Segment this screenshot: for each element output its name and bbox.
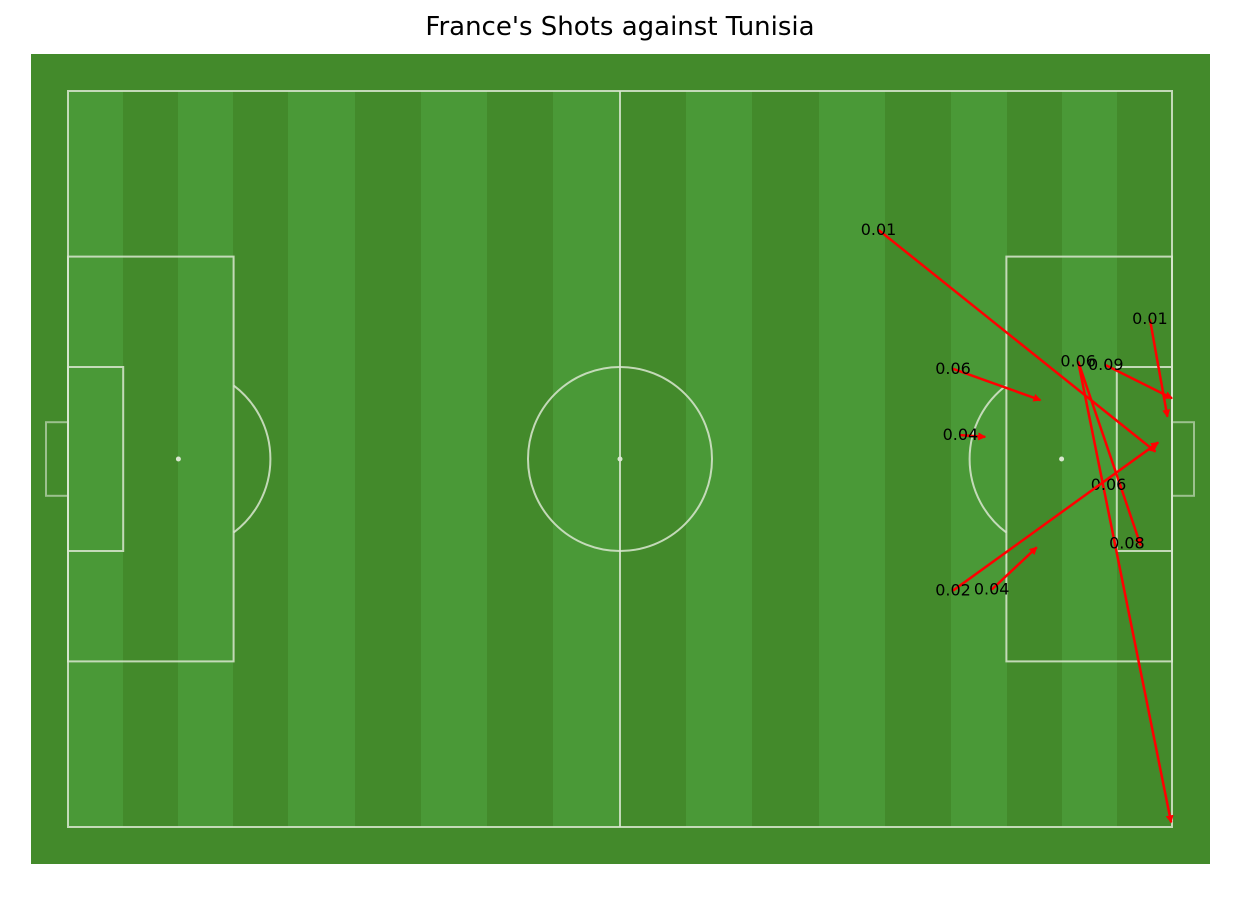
left-goal <box>45 421 69 497</box>
pitch-stripe <box>68 91 123 827</box>
right-penalty-arc <box>968 384 1008 534</box>
shot-xg-label: 0.04 <box>943 425 979 444</box>
shot-xg-label: 0.09 <box>1088 355 1124 374</box>
right-goal <box>1171 421 1195 497</box>
shot-arrow <box>952 367 1042 402</box>
shot-xg-label: 0.04 <box>974 580 1010 599</box>
right-penalty-spot <box>1059 456 1065 462</box>
shot-xg-label: 0.06 <box>1060 351 1096 370</box>
pitch-stripe <box>288 91 355 827</box>
shot-xg-label: 0.06 <box>1091 475 1127 494</box>
shot-arrow <box>877 228 1157 453</box>
shot-xg-label: 0.08 <box>1109 534 1145 553</box>
pitch-stripe <box>553 91 620 827</box>
pitch-stripe <box>819 91 885 827</box>
pitch-stripe <box>686 91 752 827</box>
pitch-stripe <box>1062 91 1117 827</box>
shot-arrow <box>1148 318 1171 418</box>
shot-xg-label: 0.01 <box>1132 309 1168 328</box>
left-penalty-spot <box>175 456 181 462</box>
shot-xg-label: 0.01 <box>861 220 897 239</box>
pitch-stripe <box>951 91 1007 827</box>
shot-arrow <box>990 546 1038 591</box>
shots-layer: 0.010.010.06 0.060.090.040.060.080.02 0.04 <box>861 220 1174 824</box>
shot-arrow <box>1076 361 1143 547</box>
pitch-stripe <box>178 91 233 827</box>
left-penalty-arc <box>232 384 272 534</box>
pitch-markings <box>45 90 1195 828</box>
center-circle <box>527 366 713 552</box>
shot-xg-label: 0.06 <box>935 359 971 378</box>
shot-arrow <box>1105 364 1173 400</box>
pitch-stripe <box>421 91 487 827</box>
center-spot <box>617 456 623 462</box>
shot-arrow <box>1076 361 1174 824</box>
shot-arrow <box>960 432 987 441</box>
shot-xg-label: 0.02 <box>935 581 971 600</box>
chart-title: France's Shots against Tunisia <box>425 12 815 42</box>
shot-arrow <box>952 441 1160 592</box>
